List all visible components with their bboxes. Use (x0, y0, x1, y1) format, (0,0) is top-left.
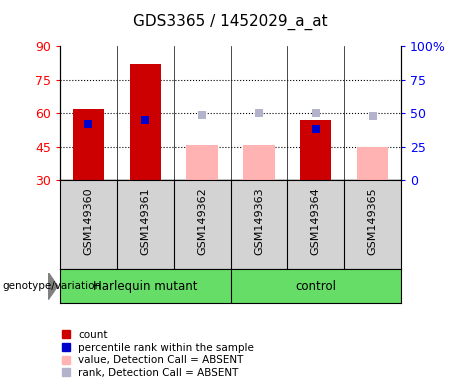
Text: GSM149365: GSM149365 (367, 187, 378, 255)
Bar (300, 120, 331, 180)
Bar (357, 147, 388, 180)
Text: GSM149361: GSM149361 (140, 187, 150, 255)
Text: control: control (296, 280, 336, 293)
Legend: count, percentile rank within the sample, value, Detection Call = ABSENT, rank, : count, percentile rank within the sample… (60, 329, 255, 379)
Text: GSM149360: GSM149360 (83, 187, 94, 255)
Text: GSM149363: GSM149363 (254, 187, 264, 255)
Text: GSM149364: GSM149364 (311, 187, 321, 255)
Bar (73, 109, 104, 180)
Text: genotype/variation: genotype/variation (2, 281, 101, 291)
Text: Harlequin mutant: Harlequin mutant (93, 280, 197, 293)
Polygon shape (48, 273, 58, 300)
Bar (243, 145, 275, 180)
Text: GSM149362: GSM149362 (197, 187, 207, 255)
Bar (186, 145, 218, 180)
Bar (130, 64, 161, 180)
Text: GDS3365 / 1452029_a_at: GDS3365 / 1452029_a_at (133, 13, 328, 30)
